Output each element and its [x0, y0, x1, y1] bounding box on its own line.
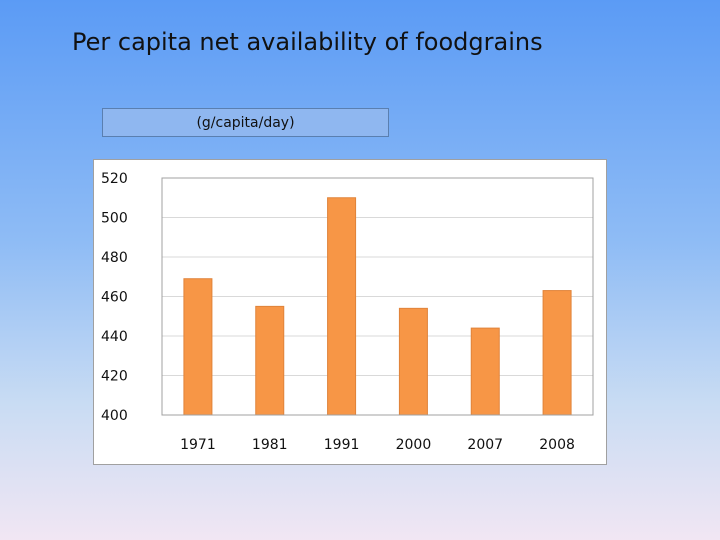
bar-2008 — [542, 290, 572, 416]
bar-1981 — [255, 305, 285, 416]
x-tick-label: 2008 — [539, 437, 575, 453]
y-tick-label: 460 — [101, 290, 128, 306]
y-tick-label: 520 — [101, 171, 128, 187]
y-tick-label: 500 — [101, 211, 128, 227]
y-tick-label: 400 — [101, 408, 128, 424]
slide-title: Per capita net availability of foodgrain… — [72, 28, 543, 56]
bar-1971 — [183, 278, 213, 416]
x-tick-label: 1971 — [180, 437, 216, 453]
bars — [183, 197, 572, 416]
x-tick-label: 2007 — [467, 437, 503, 453]
plot-area-border — [161, 177, 594, 416]
unit-label: (g/capita/day) — [196, 114, 295, 131]
y-tick-label: 420 — [101, 369, 128, 385]
x-tick-label: 1991 — [324, 437, 360, 453]
x-tick-label: 2000 — [396, 437, 432, 453]
unit-label-box: (g/capita/day) — [102, 108, 389, 137]
bar-1991 — [327, 197, 357, 416]
chart-frame: 400 420 440 460 480 500 520 1971 1981 1991 2000 20… — [93, 159, 607, 465]
x-axis-ticks: 1971 1981 1991 2000 2007 2008 — [180, 437, 575, 453]
gridlines — [162, 177, 593, 416]
x-tick-label: 1981 — [252, 437, 288, 453]
bar-2007 — [470, 327, 500, 416]
y-tick-label: 480 — [101, 250, 128, 266]
bar-chart: 400 420 440 460 480 500 520 1971 1981 1991 2000 20… — [101, 171, 594, 453]
y-tick-label: 440 — [101, 329, 128, 345]
bar-2000 — [398, 307, 428, 416]
y-axis-ticks: 400 420 440 460 480 500 520 — [101, 171, 128, 424]
